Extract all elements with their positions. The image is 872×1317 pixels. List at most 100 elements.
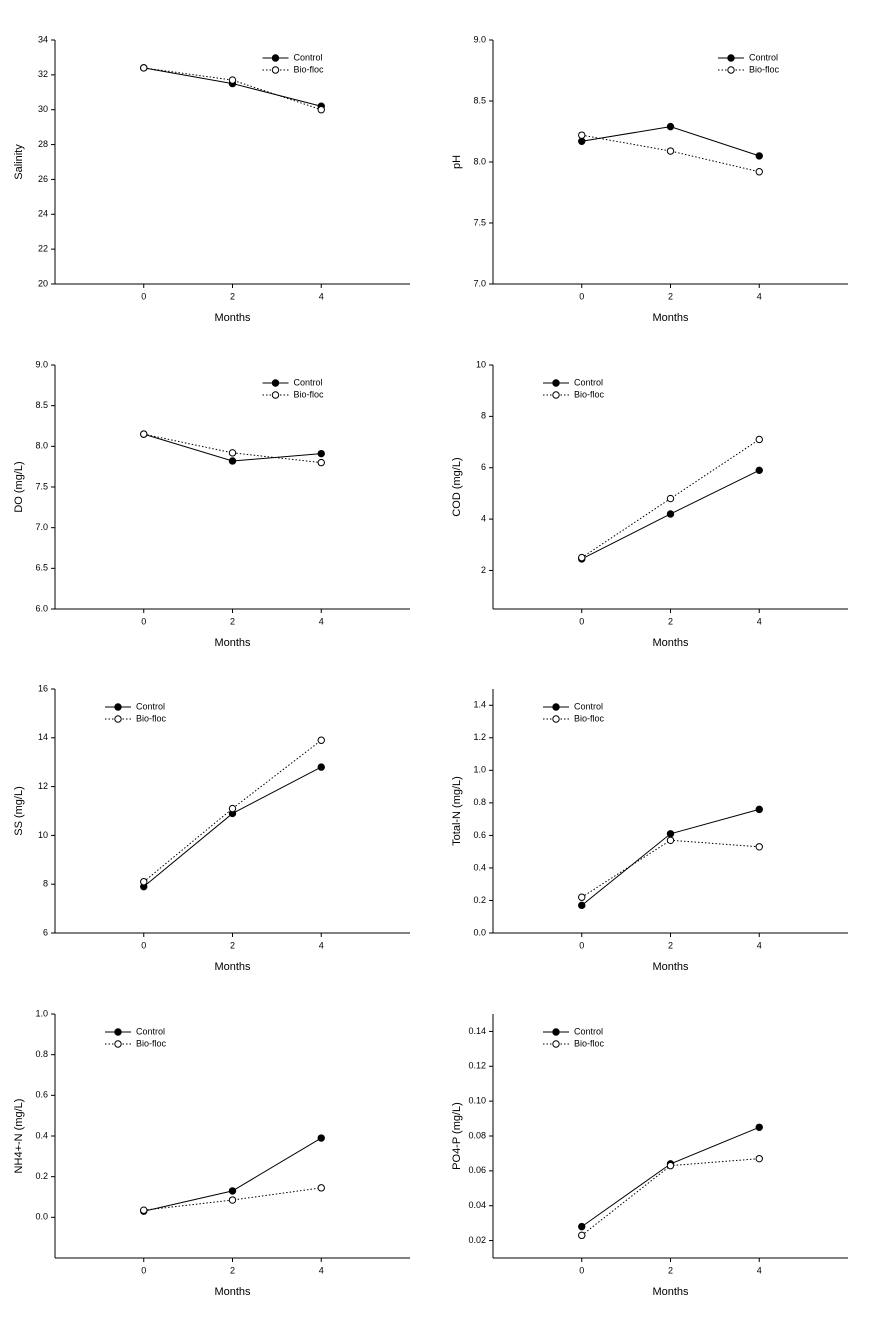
y-tick-label: 0.2 xyxy=(35,1171,48,1181)
x-tick-label: 4 xyxy=(319,1265,324,1275)
y-tick-label: 0.08 xyxy=(468,1130,486,1140)
y-tick-label: 1.4 xyxy=(473,700,486,710)
data-point xyxy=(317,106,325,114)
legend-label: Bio-floc xyxy=(136,1038,167,1048)
y-tick-label: 0.8 xyxy=(35,1049,48,1059)
chart-panel: 6 8 10 12 14 16 0 2 4 Months SS (mg/L) Control Bio-f… xyxy=(13,683,410,973)
data-point xyxy=(317,1184,325,1192)
data-point xyxy=(755,152,763,160)
x-tick-label: 4 xyxy=(757,1265,762,1275)
y-axis-label: DO (mg/L) xyxy=(13,461,25,512)
y-tick-label: 4 xyxy=(481,513,486,523)
y-tick-label: 8 xyxy=(481,411,486,421)
y-tick-label: 28 xyxy=(38,139,48,149)
data-point xyxy=(578,1231,586,1240)
legend-label: Control xyxy=(574,377,603,387)
x-tick-label: 2 xyxy=(668,291,673,301)
y-tick-label: 0.10 xyxy=(468,1096,486,1106)
x-axis-label: Months xyxy=(214,312,251,324)
y-tick-label: 9.0 xyxy=(35,359,48,369)
legend-marker xyxy=(552,1040,560,1048)
y-tick-label: 0.02 xyxy=(468,1235,486,1245)
chart-panel: 0.0 0.2 0.4 0.6 0.8 1.0 1.2 1.4 0 2 4 Months Total-N… xyxy=(451,689,848,973)
data-point xyxy=(666,510,675,518)
y-tick-label: 26 xyxy=(38,174,48,184)
data-point xyxy=(228,1187,237,1195)
chart-panel: 7.0 7.5 8.0 8.5 9.0 0 2 4 Months pH Control Bio-flo… xyxy=(451,34,848,324)
x-tick-label: 0 xyxy=(141,616,146,626)
y-tick-label: 0.2 xyxy=(473,895,486,905)
data-point xyxy=(317,458,325,467)
data-point xyxy=(666,147,675,155)
x-tick-label: 0 xyxy=(579,291,584,301)
data-point xyxy=(666,830,675,838)
y-tick-label: 12 xyxy=(38,781,48,791)
legend-label: Control xyxy=(749,52,778,62)
data-point xyxy=(317,736,325,744)
data-point xyxy=(666,1161,675,1170)
legend-label: Control xyxy=(574,701,603,711)
y-tick-label: 30 xyxy=(38,104,48,114)
data-point xyxy=(578,553,586,562)
data-point xyxy=(228,457,237,465)
chart-panel: 0.02 0.04 0.06 0.08 0.10 0.12 0.14 0 2 4 Months PO4… xyxy=(451,1014,848,1298)
legend-marker xyxy=(552,391,560,399)
y-tick-label: 6 xyxy=(481,462,486,472)
legend-marker xyxy=(552,715,560,723)
y-axis-label: Total-N (mg/L) xyxy=(451,776,463,846)
data-point xyxy=(755,466,763,475)
x-tick-label: 4 xyxy=(757,940,762,950)
y-tick-label: 7.0 xyxy=(35,522,48,532)
y-tick-label: 2 xyxy=(481,565,486,575)
y-tick-label: 6.0 xyxy=(35,603,48,613)
y-axis-label: NH4+-N (mg/L) xyxy=(13,1099,25,1174)
data-point xyxy=(140,878,148,886)
legend-marker xyxy=(271,379,280,387)
legend-label: Control xyxy=(136,701,165,711)
y-tick-label: 22 xyxy=(38,244,48,254)
legend-label: Control xyxy=(294,377,323,387)
data-point xyxy=(578,131,586,139)
x-tick-label: 0 xyxy=(141,940,146,950)
y-tick-label: 7.5 xyxy=(473,217,486,227)
y-tick-label: 8.5 xyxy=(473,95,486,105)
x-axis-label: Months xyxy=(652,1286,689,1298)
legend-marker xyxy=(271,54,280,62)
series-line xyxy=(581,808,760,906)
data-point xyxy=(140,1206,148,1214)
data-point xyxy=(228,449,237,457)
data-point xyxy=(755,168,763,176)
y-tick-label: 10 xyxy=(476,359,486,369)
x-tick-label: 0 xyxy=(579,1265,584,1275)
series-line xyxy=(581,439,760,559)
y-tick-label: 0.0 xyxy=(35,1212,48,1222)
data-point xyxy=(755,1154,763,1163)
y-tick-label: 0.0 xyxy=(473,927,486,937)
data-point xyxy=(666,122,675,131)
data-point xyxy=(666,494,675,503)
data-point xyxy=(228,76,237,84)
series-line xyxy=(143,739,322,883)
legend-label: Bio-floc xyxy=(136,713,167,723)
legend-marker xyxy=(552,703,560,711)
y-tick-label: 34 xyxy=(38,34,48,44)
x-tick-label: 4 xyxy=(319,291,324,301)
y-tick-label: 0.4 xyxy=(35,1130,48,1140)
series-line xyxy=(581,1126,760,1228)
y-tick-label: 0.06 xyxy=(468,1165,486,1175)
data-point xyxy=(666,836,675,844)
x-tick-label: 2 xyxy=(230,940,235,950)
x-tick-label: 2 xyxy=(668,616,673,626)
legend-label: Bio-floc xyxy=(294,64,325,74)
series-line xyxy=(581,839,760,898)
y-axis-label: pH xyxy=(451,155,463,169)
x-tick-label: 2 xyxy=(230,291,235,301)
x-axis-label: Months xyxy=(652,312,689,324)
y-tick-label: 0.4 xyxy=(473,862,486,872)
legend-label: Bio-floc xyxy=(574,713,605,723)
x-axis-label: Months xyxy=(214,637,251,649)
y-tick-label: 1.2 xyxy=(473,732,486,742)
y-tick-label: 1.0 xyxy=(473,765,486,775)
y-axis-label: PO4-P (mg/L) xyxy=(451,1102,463,1170)
x-tick-label: 4 xyxy=(319,940,324,950)
